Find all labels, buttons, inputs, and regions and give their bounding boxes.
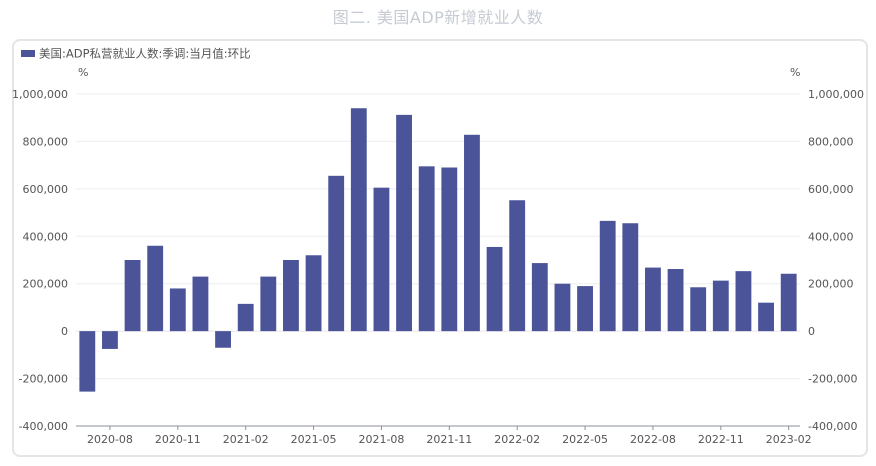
bar-2022-09[interactable] — [667, 269, 684, 332]
left-y-tick-label: 1,000,000 — [12, 88, 68, 101]
legend[interactable]: 美国:ADP私营就业人数:季调:当月值:环比 — [21, 47, 251, 61]
bar-2021-02[interactable] — [237, 303, 254, 332]
right-y-tick-label: -400,000 — [808, 420, 857, 433]
bar-2022-03[interactable] — [531, 263, 548, 332]
axes: -400,000 -400,000 -200,000 -200,000 0 0 200,00… — [12, 88, 864, 446]
bar-2021-07[interactable] — [350, 108, 367, 332]
bar-2022-12[interactable] — [735, 271, 752, 332]
x-tick-label: 2022-11 — [698, 433, 744, 446]
right-y-tick-label: 600,000 — [808, 183, 854, 196]
bar-2022-10[interactable] — [690, 287, 707, 332]
bar-2022-04[interactable] — [554, 283, 571, 332]
left-unit-label: % — [78, 66, 88, 79]
bar-2021-08[interactable] — [373, 187, 390, 332]
legend-label: 美国:ADP私营就业人数:季调:当月值:环比 — [39, 47, 251, 61]
bar-2021-05[interactable] — [305, 255, 322, 332]
figure-title: 图二. 美国ADP新增就业人数 — [332, 8, 544, 27]
bar-2023-01[interactable] — [758, 302, 774, 332]
x-tick-label: 2022-08 — [630, 433, 676, 446]
bar-2022-06[interactable] — [599, 220, 616, 332]
right-unit-label: % — [790, 66, 800, 79]
bar-2023-02[interactable] — [780, 273, 797, 332]
bar-2020-12[interactable] — [192, 276, 209, 332]
x-tick-label: 2023-02 — [766, 433, 812, 446]
bar-2022-02[interactable] — [509, 200, 526, 332]
right-y-tick-label: 0 — [808, 325, 815, 338]
x-tick-label: 2022-05 — [562, 433, 608, 446]
bar-2021-06[interactable] — [328, 175, 345, 332]
bar-2020-09[interactable] — [124, 260, 141, 332]
left-y-tick-label: -400,000 — [19, 420, 68, 433]
bar-2022-08[interactable] — [645, 267, 661, 332]
grid-lines — [76, 93, 800, 380]
x-tick-label: 2021-11 — [426, 433, 472, 446]
left-y-tick-label: 600,000 — [23, 183, 69, 196]
left-y-tick-label: 800,000 — [23, 135, 69, 148]
bar-2021-03[interactable] — [260, 276, 277, 332]
right-y-tick-label: 200,000 — [808, 278, 854, 291]
x-tick-label: 2020-11 — [155, 433, 201, 446]
left-y-tick-label: 400,000 — [23, 230, 69, 243]
bar-2021-12[interactable] — [464, 134, 480, 332]
bar-2022-05[interactable] — [577, 286, 593, 332]
bar-2021-09[interactable] — [396, 114, 412, 332]
bar-2021-04[interactable] — [283, 260, 299, 332]
bar-2022-01[interactable] — [486, 246, 503, 332]
bar-2021-10[interactable] — [418, 166, 435, 332]
bar-series — [79, 108, 797, 392]
left-y-tick-label: -200,000 — [19, 373, 68, 386]
right-y-tick-label: 800,000 — [808, 135, 854, 148]
x-tick-label: 2021-05 — [291, 433, 337, 446]
right-y-tick-label: -200,000 — [808, 373, 857, 386]
x-tick-label: 2021-08 — [358, 433, 404, 446]
bar-2022-11[interactable] — [712, 280, 729, 332]
legend-swatch — [21, 50, 35, 57]
bar-2022-07[interactable] — [622, 223, 639, 332]
bar-2020-07[interactable] — [79, 331, 96, 392]
x-tick-label: 2020-08 — [87, 433, 133, 446]
bar-2021-11[interactable] — [441, 167, 458, 332]
bar-2020-10[interactable] — [147, 245, 164, 332]
bar-2020-11[interactable] — [169, 288, 186, 332]
left-y-tick-label: 200,000 — [23, 278, 69, 291]
left-y-tick-label: 0 — [61, 325, 68, 338]
right-y-tick-label: 400,000 — [808, 230, 854, 243]
x-tick-label: 2021-02 — [223, 433, 269, 446]
x-tick-label: 2022-02 — [494, 433, 540, 446]
bar-2020-08[interactable] — [102, 331, 118, 349]
right-y-tick-label: 1,000,000 — [808, 88, 864, 101]
bar-2021-01[interactable] — [215, 331, 231, 348]
